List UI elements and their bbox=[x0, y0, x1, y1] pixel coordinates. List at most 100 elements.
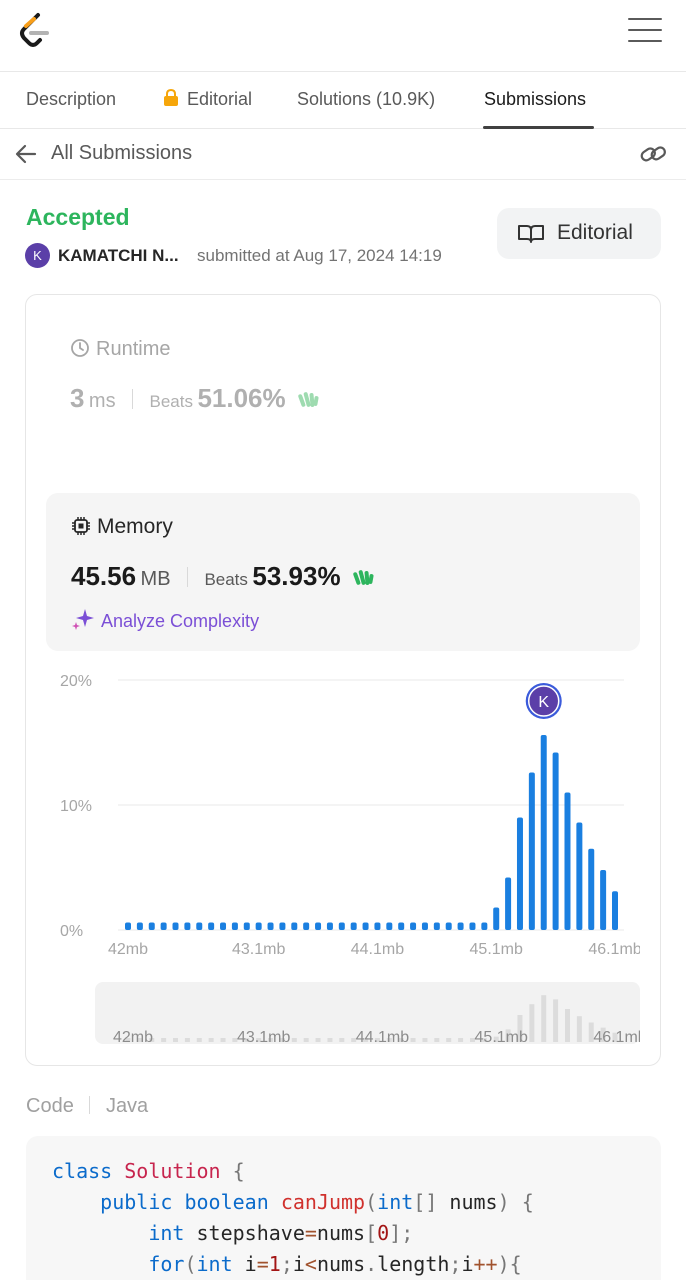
range-selector-tick-label: 44.1mb bbox=[356, 1029, 409, 1046]
tab-solutions[interactable]: Solutions (10.9K) bbox=[297, 89, 436, 109]
submitted-timestamp: submitted at Aug 17, 2024 14:19 bbox=[197, 246, 442, 265]
runtime-beats-label: Beats bbox=[149, 392, 193, 411]
memory-unit: MB bbox=[140, 568, 171, 590]
range-selector-bar bbox=[422, 1038, 428, 1042]
clapping-hands-icon bbox=[353, 570, 374, 585]
user-marker-label: K bbox=[538, 694, 549, 711]
chart-bar bbox=[600, 870, 607, 930]
problem-tabs: Description Editorial Solutions (10.9K) … bbox=[0, 72, 686, 129]
code-block[interactable]: class Solution { public boolean canJump(… bbox=[26, 1136, 661, 1280]
range-selector-bar bbox=[398, 1038, 404, 1042]
clapping-hands-icon bbox=[298, 392, 319, 407]
link-icon[interactable] bbox=[638, 141, 668, 167]
chart-bar bbox=[516, 817, 523, 930]
memory-label: Memory bbox=[71, 515, 173, 539]
runtime-label[interactable]: Runtime bbox=[70, 338, 170, 361]
chart-bar bbox=[172, 922, 179, 930]
memory-value: 45.56 bbox=[71, 561, 137, 591]
chart-bar bbox=[125, 922, 131, 930]
range-selector-tick-label: 42mb bbox=[113, 1029, 153, 1046]
submission-status: Accepted bbox=[26, 204, 130, 230]
range-selector-bar bbox=[410, 1038, 416, 1042]
chart-bar bbox=[421, 922, 428, 930]
chart-bar bbox=[469, 922, 476, 930]
range-selector-bar bbox=[434, 1038, 440, 1042]
y-tick-label: 20% bbox=[60, 673, 92, 690]
user-marker bbox=[527, 685, 560, 717]
lock-icon bbox=[164, 89, 178, 106]
chart-bar bbox=[243, 922, 250, 930]
range-selector-bar bbox=[315, 1038, 321, 1042]
chart-bar bbox=[398, 922, 405, 930]
cpu-chip-icon bbox=[72, 517, 90, 535]
tab-submissions[interactable]: Submissions bbox=[484, 89, 587, 109]
range-selector-bar bbox=[541, 995, 547, 1042]
range-selector-bar bbox=[161, 1038, 167, 1042]
memory-panel[interactable] bbox=[46, 493, 640, 651]
range-selector-bar bbox=[564, 1009, 570, 1042]
code-header: Code Java bbox=[26, 1095, 148, 1118]
hamburger-menu-icon[interactable] bbox=[628, 18, 662, 46]
chart-bar bbox=[588, 848, 595, 930]
range-selector-bar bbox=[363, 1038, 369, 1042]
range-selector-bar bbox=[208, 1038, 214, 1042]
chart-bar bbox=[315, 922, 322, 930]
range-selector-bar bbox=[469, 1038, 475, 1042]
memory-distribution-chart[interactable]: 0% 10% 20% 42mb 43.1mb 44.1mb 45.1mb 46.1mb K 42m… bbox=[40, 662, 640, 1052]
active-tab-indicator bbox=[483, 126, 594, 129]
y-tick-label: 10% bbox=[60, 798, 92, 815]
chart-bar bbox=[338, 922, 345, 930]
range-selector-bar bbox=[125, 1038, 131, 1042]
all-submissions-link[interactable]: All Submissions bbox=[51, 142, 193, 164]
memory-beats-value: 53.93% bbox=[252, 561, 341, 591]
user-avatar[interactable]: K bbox=[25, 243, 50, 268]
runtime-value: 3 bbox=[70, 383, 85, 413]
range-selector-bar bbox=[505, 1029, 511, 1042]
analyze-complexity-label: Analyze Complexity bbox=[101, 611, 260, 631]
divider bbox=[89, 1096, 91, 1114]
range-selector-bar bbox=[386, 1038, 392, 1042]
range-selector-bar bbox=[256, 1038, 262, 1042]
range-selector-bar bbox=[137, 1038, 143, 1042]
range-selector-bar bbox=[339, 1038, 345, 1042]
chart-bar bbox=[326, 922, 333, 930]
chart-bar bbox=[528, 772, 535, 930]
code-line: for(int i=1;i<nums.length;i++){ bbox=[148, 1252, 522, 1276]
arrow-left-icon[interactable] bbox=[14, 143, 38, 165]
clock-icon bbox=[71, 339, 89, 357]
tab-editorial[interactable]: Editorial bbox=[163, 89, 252, 110]
chart-bar bbox=[612, 891, 618, 930]
range-selector-bar bbox=[529, 1004, 535, 1042]
range-selector-bar bbox=[612, 1032, 618, 1042]
tab-description[interactable]: Description bbox=[26, 89, 117, 109]
chart-bar bbox=[564, 792, 571, 930]
range-selector-bar bbox=[517, 1015, 523, 1042]
range-selector-tick-label: 45.1mb bbox=[475, 1029, 528, 1046]
runtime-title: Runtime bbox=[96, 338, 171, 360]
leetcode-logo-icon[interactable] bbox=[16, 12, 52, 52]
chart-bar bbox=[457, 922, 464, 930]
editorial-button[interactable]: Editorial bbox=[497, 208, 661, 259]
editorial-button-label: Editorial bbox=[557, 221, 633, 244]
range-selector-bar bbox=[196, 1038, 202, 1042]
chart-bar bbox=[374, 922, 381, 930]
range-selector-bar bbox=[481, 1038, 487, 1042]
analyze-complexity-button[interactable]: Analyze Complexity bbox=[71, 607, 259, 632]
code-line: int stepshave=nums[0]; bbox=[148, 1221, 414, 1245]
chart-bar bbox=[184, 922, 191, 930]
chart-bar bbox=[279, 922, 286, 930]
range-selector-bar bbox=[351, 1038, 357, 1042]
chart-bar bbox=[576, 822, 583, 930]
stats-card bbox=[25, 294, 661, 1066]
range-selector-bar bbox=[553, 999, 559, 1042]
divider bbox=[132, 389, 134, 409]
chart-bar bbox=[350, 922, 357, 930]
memory-title: Memory bbox=[97, 515, 173, 538]
chart-bar bbox=[362, 922, 369, 930]
username[interactable]: KAMATCHI N... bbox=[58, 246, 179, 265]
range-selector-bar bbox=[149, 1038, 155, 1042]
range-selector-bar bbox=[220, 1038, 226, 1042]
range-selector-bar bbox=[327, 1038, 333, 1042]
range-selector-tick-label: 46.1mb bbox=[593, 1029, 640, 1046]
chart-bar bbox=[505, 877, 512, 930]
